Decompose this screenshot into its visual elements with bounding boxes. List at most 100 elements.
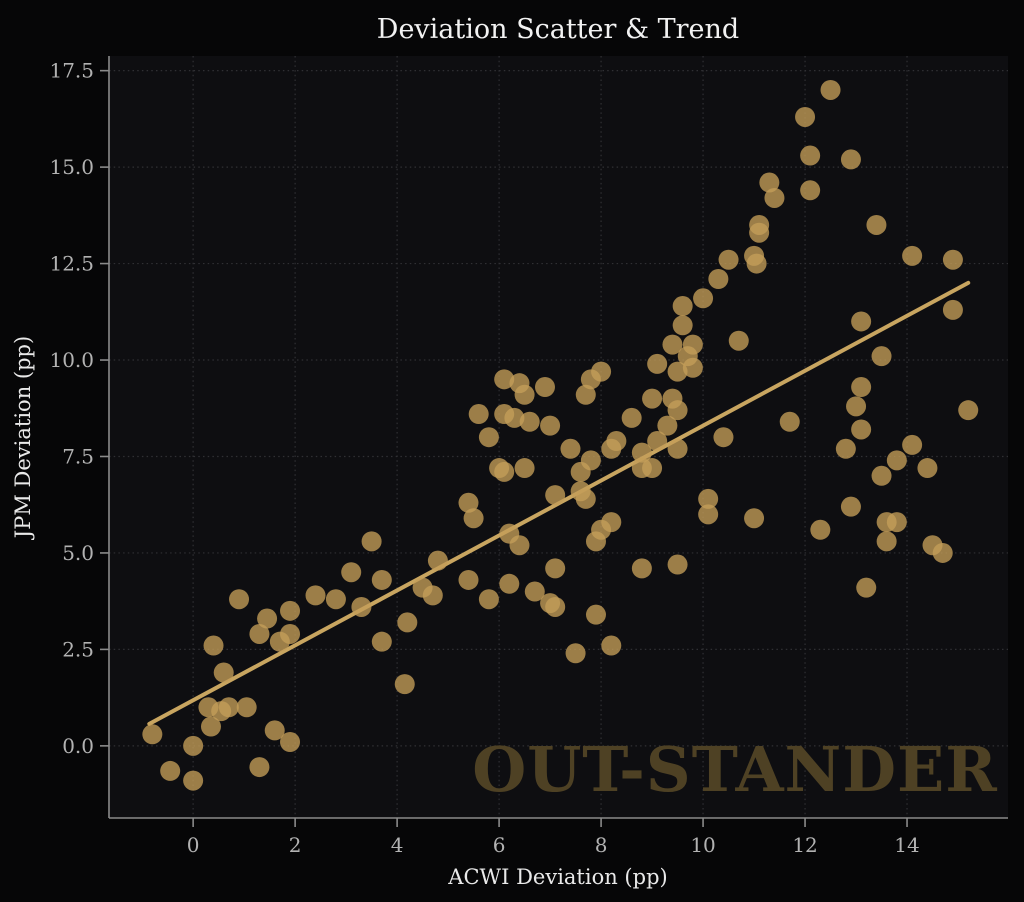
x-axis-label: ACWI Deviation (pp): [447, 865, 667, 889]
scatter-point: [846, 396, 867, 417]
y-tick-label: 12.5: [49, 252, 94, 276]
chart-title: Deviation Scatter & Trend: [377, 14, 739, 45]
scatter-point: [647, 431, 668, 452]
x-tick-label: 6: [493, 833, 506, 857]
scatter-point: [840, 496, 861, 517]
y-tick-label: 7.5: [62, 444, 94, 468]
scatter-point: [183, 770, 204, 791]
scatter-point: [249, 757, 270, 778]
axis-ticks: [100, 69, 908, 827]
scatter-point: [534, 377, 555, 398]
scatter-point: [463, 508, 484, 529]
y-axis-label: JPM Deviation (pp): [11, 336, 35, 540]
scatter-point: [800, 145, 821, 166]
x-tick-label: 14: [894, 833, 919, 857]
scatter-point: [249, 623, 270, 644]
scatter-point: [200, 716, 221, 737]
scatter-point: [351, 596, 372, 617]
scatter-point: [519, 411, 540, 432]
scatter-point: [458, 492, 479, 513]
scatter-point: [886, 450, 907, 471]
scatter-point: [746, 253, 767, 274]
scatter-point: [514, 384, 535, 405]
scatter-point: [902, 434, 923, 455]
scatter-point: [264, 720, 285, 741]
scatter-point: [218, 697, 239, 718]
scatter-point: [871, 346, 892, 367]
scatter-point: [560, 438, 581, 459]
x-tick-label: 4: [391, 833, 404, 857]
scatter-point: [718, 249, 739, 270]
scatter-point: [394, 674, 415, 695]
scatter-point: [478, 427, 499, 448]
x-tick-label: 2: [289, 833, 302, 857]
scatter-point: [749, 222, 770, 243]
scatter-point: [371, 631, 392, 652]
scatter-point: [427, 550, 448, 571]
scatter-point: [361, 531, 382, 552]
scatter-point: [203, 635, 224, 656]
scatter-point: [545, 558, 566, 579]
scatter-point: [835, 438, 856, 459]
scatter-point: [397, 612, 418, 633]
scatter-point: [545, 596, 566, 617]
scatter-point: [759, 172, 780, 193]
scatter-point: [942, 299, 963, 320]
scatter-point: [585, 531, 606, 552]
scatter-point: [142, 724, 163, 745]
tick-labels: 0 2 4 6 8 10 12 14 0.0 2.5 5.0 7.5 10.0 12.5 15.0 17.5: [49, 59, 919, 857]
scatter-point: [257, 608, 278, 629]
scatter-point: [545, 485, 566, 506]
scatter-point: [341, 562, 362, 583]
scatter-point: [458, 569, 479, 590]
scatter-point: [280, 731, 301, 752]
scatter-point: [575, 384, 596, 405]
scatter-point: [647, 353, 668, 374]
scatter-point: [591, 361, 612, 382]
scatter-point: [744, 508, 765, 529]
scatter-point: [667, 554, 688, 575]
scatter-point: [580, 450, 601, 471]
scatter-point: [213, 662, 234, 683]
scatter-point: [601, 635, 622, 656]
y-tick-label: 0.0: [62, 734, 94, 758]
scatter-point: [840, 149, 861, 170]
scatter-point: [932, 542, 953, 563]
scatter-point: [422, 585, 443, 606]
scatter-point: [585, 604, 606, 625]
scatter-point: [876, 531, 897, 552]
x-tick-label: 8: [595, 833, 608, 857]
scatter-point: [524, 581, 545, 602]
scatter-point: [698, 488, 719, 509]
scatter-point: [698, 504, 719, 525]
scatter-point: [672, 315, 693, 336]
scatter-point: [280, 600, 301, 621]
scatter-point: [728, 330, 749, 351]
scatter-point: [504, 407, 525, 428]
scatter-point: [800, 180, 821, 201]
scatter-point: [236, 697, 257, 718]
scatter-point: [713, 427, 734, 448]
scatter-point: [601, 512, 622, 533]
scatter-point: [631, 442, 652, 463]
scatter-point: [795, 106, 816, 127]
y-tick-label: 17.5: [49, 59, 94, 83]
scatter-point: [494, 369, 515, 390]
y-tick-label: 10.0: [49, 348, 94, 372]
scatter-point: [886, 512, 907, 533]
scatter-point: [305, 585, 326, 606]
scatter-point: [810, 519, 831, 540]
scatter-point: [779, 411, 800, 432]
scatter-point: [642, 458, 663, 479]
scatter-point: [183, 735, 204, 756]
scatter-point: [851, 419, 872, 440]
scatter-point: [672, 296, 693, 317]
scatter-point: [631, 558, 652, 579]
scatter-point: [642, 388, 663, 409]
scatter-point: [509, 535, 530, 556]
scatter-point: [667, 361, 688, 382]
scatter-point: [478, 589, 499, 610]
x-tick-label: 0: [187, 833, 200, 857]
